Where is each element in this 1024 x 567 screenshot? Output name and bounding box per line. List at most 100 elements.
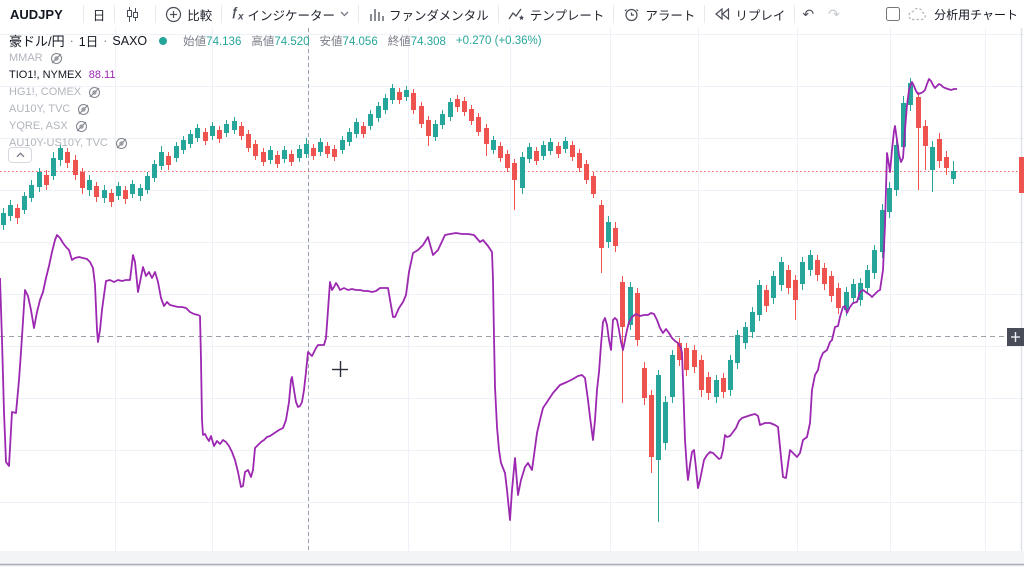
candle <box>419 106 424 124</box>
template-chart-icon <box>508 7 525 22</box>
interval-button[interactable]: 日 <box>84 0 115 28</box>
candle <box>764 290 769 306</box>
candle <box>102 190 107 198</box>
candle <box>779 262 784 285</box>
symbol-legend[interactable]: 豪ドル/円 · 1日 · SAXO 始値74.136 高値74.520 安値74… <box>9 31 542 50</box>
candle <box>930 147 935 170</box>
undo-button[interactable]: ↶ <box>802 5 815 22</box>
candle <box>656 375 661 460</box>
change-value: +0.270 <box>455 34 492 47</box>
candle <box>174 146 179 158</box>
fx-icon: ƒx <box>231 5 244 23</box>
candles-layer <box>1 78 956 522</box>
chart-style-button[interactable] <box>115 0 155 28</box>
candle <box>793 280 798 300</box>
symbol-button[interactable]: AUDJPY <box>10 6 63 22</box>
analysis-chart-label: 分析用チャート <box>934 7 1018 22</box>
candle <box>8 205 13 216</box>
candle <box>829 276 834 296</box>
eye-hidden-icon[interactable] <box>50 52 63 65</box>
candle <box>455 99 460 107</box>
redo-button[interactable]: ↷ <box>828 5 840 22</box>
candle <box>116 186 121 196</box>
candle <box>635 293 640 340</box>
eye-hidden-icon[interactable] <box>75 120 88 133</box>
eye-hidden-icon[interactable] <box>77 103 90 116</box>
indicator-row-tio1[interactable]: TIO1!, NYMEX 88.11 <box>9 67 128 83</box>
candle <box>311 148 316 156</box>
candle <box>663 402 668 443</box>
high-label: 高値 <box>251 35 275 48</box>
indicator-row-mmar[interactable]: MMAR <box>9 50 128 66</box>
candle <box>721 378 726 392</box>
cloud-icon <box>907 7 927 21</box>
indicator-row-hg1[interactable]: HG1!, COMEX <box>9 84 128 100</box>
candle <box>836 288 841 308</box>
candle <box>469 109 474 121</box>
candle <box>527 147 532 159</box>
compare-plus-icon <box>165 6 182 23</box>
candle <box>340 140 345 150</box>
candle <box>440 114 445 125</box>
compare-label: 比較 <box>187 8 213 23</box>
candle <box>757 285 762 315</box>
indicator-value: 88.11 <box>88 69 116 81</box>
candle <box>426 120 431 136</box>
candle <box>728 360 733 390</box>
candle <box>484 128 489 144</box>
candle <box>944 157 949 168</box>
fundamentals-button[interactable]: ファンダメンタル <box>359 0 498 28</box>
eye-hidden-icon[interactable] <box>88 86 101 99</box>
grid-lines <box>0 28 1024 555</box>
candle <box>901 103 906 147</box>
eye-hidden-icon[interactable] <box>115 137 128 150</box>
compare-button[interactable]: 比較 <box>156 0 221 28</box>
candle <box>606 222 611 242</box>
candle <box>318 142 323 152</box>
candle <box>865 270 870 288</box>
time-axis-edge <box>0 551 1024 567</box>
candle <box>951 171 956 179</box>
indicators-button[interactable]: ƒx インジケーター <box>222 0 358 28</box>
candle <box>188 134 193 144</box>
candle <box>771 276 776 298</box>
candle <box>232 121 237 130</box>
candle <box>80 172 85 188</box>
candle <box>800 262 805 284</box>
candle <box>37 172 42 187</box>
candle <box>87 180 92 190</box>
templates-button[interactable]: テンプレート <box>499 0 614 28</box>
candlestick-icon <box>124 6 141 23</box>
indicator-row-yqre[interactable]: YQRE, ASX <box>9 118 128 134</box>
candle <box>505 154 510 168</box>
indicator-row-au10y-us10y[interactable]: AU10Y-US10Y, TVC <box>9 135 128 151</box>
collapse-indicators-button[interactable] <box>8 147 32 163</box>
candle <box>210 126 215 136</box>
replay-button[interactable]: リプレイ <box>705 0 794 28</box>
interval-label: 日 <box>92 8 106 23</box>
candle <box>404 90 409 97</box>
overlay-line-tio1[interactable] <box>0 78 957 521</box>
candle <box>851 284 856 298</box>
candle <box>534 151 539 161</box>
chevron-up-icon <box>16 152 24 158</box>
candle <box>224 124 229 133</box>
indicator-row-au10y[interactable]: AU10Y, TVC <box>9 101 128 117</box>
analysis-chart-checkbox[interactable] <box>886 7 901 21</box>
candle <box>383 98 388 110</box>
chevron-down-icon <box>340 11 349 17</box>
candle <box>584 164 589 180</box>
candle <box>239 126 244 136</box>
alert-button[interactable]: アラート <box>614 0 704 28</box>
candle <box>297 149 302 158</box>
indicator-list: MMAR TIO1!, NYMEX 88.11 HG1!, COMEX AU10… <box>9 50 128 152</box>
candle <box>361 126 366 134</box>
candle <box>577 153 582 168</box>
toolbar-right-group: 分析用チャート <box>886 0 1018 28</box>
candle <box>195 128 200 138</box>
toolbar-separator <box>221 5 223 23</box>
indicator-label: HG1!, COMEX <box>9 86 82 98</box>
indicator-label: AU10Y, TVC <box>9 103 71 115</box>
